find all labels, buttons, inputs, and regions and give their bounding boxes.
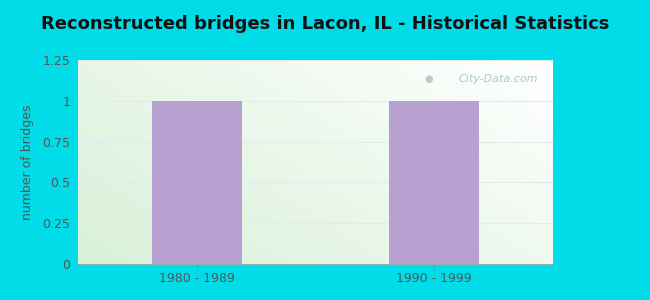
Text: ●: ● bbox=[424, 74, 433, 84]
Bar bbox=[151, 101, 242, 264]
Text: Reconstructed bridges in Lacon, IL - Historical Statistics: Reconstructed bridges in Lacon, IL - His… bbox=[41, 15, 609, 33]
Text: City-Data.com: City-Data.com bbox=[459, 74, 538, 84]
Bar bbox=[389, 101, 479, 264]
Y-axis label: number of bridges: number of bridges bbox=[21, 104, 34, 220]
